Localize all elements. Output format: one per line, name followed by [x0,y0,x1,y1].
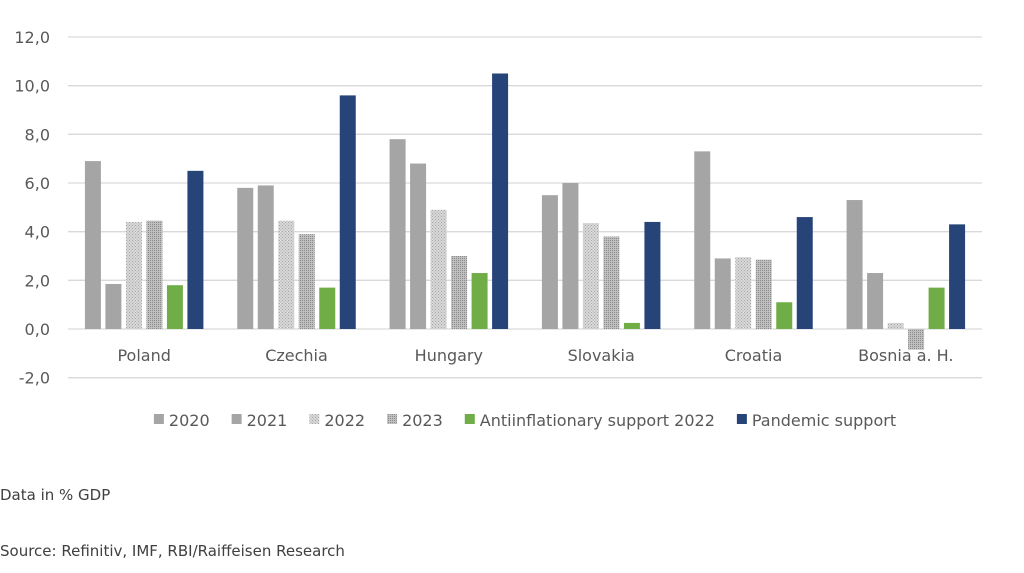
legend-label: 2022 [324,411,365,430]
x-tick-label: Croatia [725,346,783,365]
bar-poland-2023 [146,220,163,329]
bar-czechia-2022 [278,220,295,329]
bar-hungary-2022 [430,209,447,329]
bar-bosnia-a-h-pandemic-support [949,224,966,329]
bar-czechia-pandemic-support [339,95,356,330]
bar-bosnia-a-h-2021 [867,273,884,329]
bar-hungary-2021 [410,163,427,329]
bar-croatia-2021 [714,258,731,329]
bar-croatia-2022 [735,257,752,329]
bar-poland-2020 [84,161,101,329]
legend: 2020 2021 2022 2023 Antiinflationary support… [153,411,896,430]
bars [84,73,966,350]
legend-item-2022: 2022 [309,411,365,430]
bar-slovakia-antiinflationary-support-2022 [623,322,640,329]
y-tick-label: 0,0 [25,320,50,339]
x-tick-label: Hungary [415,346,483,365]
bar-hungary-antiinflationary-support-2022 [471,273,488,329]
bar-czechia-antiinflationary-support-2022 [319,287,336,329]
legend-label: 2023 [402,411,443,430]
bar-croatia-antiinflationary-support-2022 [776,302,793,329]
x-tick-label: Czechia [265,346,328,365]
bar-slovakia-2021 [562,183,579,329]
x-tick-label: Poland [117,346,170,365]
legend-item-antiinflationary-support-2022: Antiinflationary support 2022 [464,411,715,430]
y-tick-label: 2,0 [25,271,50,290]
bar-hungary-pandemic-support [492,73,509,329]
bar-croatia-2023 [755,259,772,329]
bar-bosnia-a-h-2023 [908,329,925,350]
gridlines [68,36,982,379]
legend-label: Pandemic support [752,411,896,430]
bar-hungary-2020 [389,139,406,329]
y-tick-label: 8,0 [25,125,50,144]
bar-croatia-pandemic-support [796,217,813,329]
bar-slovakia-2022 [582,223,599,329]
legend-swatch [736,414,747,424]
legend-swatch [464,414,475,424]
legend-item-pandemic-support: Pandemic support [736,411,896,430]
y-tick-label: 12,0 [14,28,50,47]
bar-czechia-2023 [298,234,315,329]
legend-label: 2021 [247,411,288,430]
bar-poland-pandemic-support [187,170,204,329]
x-tick-label: Slovakia [568,346,635,365]
bar-poland-2021 [105,283,122,329]
bar-bosnia-a-h-2022 [887,322,904,329]
legend-swatch [231,414,242,424]
bar-czechia-2021 [257,185,274,329]
legend-label: Antiinflationary support 2022 [480,411,715,430]
y-axis: -2,0 0,0 2,0 4,0 6,0 8,0 10,0 12,0 [14,28,50,388]
bar-poland-antiinflationary-support-2022 [166,285,183,329]
y-tick-label: -2,0 [19,369,50,388]
legend-item-2020: 2020 [153,411,210,430]
bar-slovakia-2023 [603,236,620,329]
bar-bosnia-a-h-2020 [846,200,863,329]
legend-item-2023: 2023 [387,411,443,430]
x-tick-label: Bosnia a. H. [858,346,953,365]
bar-czechia-2020 [237,187,254,329]
y-tick-label: 4,0 [25,223,50,242]
units-note: Data in % GDP [0,486,111,504]
y-tick-label: 10,0 [14,77,50,96]
bar-slovakia-pandemic-support [644,221,661,329]
legend-swatch [309,414,320,424]
bar-croatia-2020 [694,151,711,329]
bar-poland-2022 [125,221,142,329]
legend-swatch [153,414,164,424]
source-note: Source: Refinitiv, IMF, RBI/Raiffeisen R… [0,542,345,560]
y-tick-label: 6,0 [25,174,50,193]
legend-swatch [387,414,398,424]
legend-label: 2020 [169,411,210,430]
bar-slovakia-2020 [541,195,558,329]
legend-item-2021: 2021 [231,411,288,430]
bar-hungary-2023 [451,256,468,329]
bar-bosnia-a-h-antiinflationary-support-2022 [928,287,945,329]
x-axis: Poland Czechia Hungary Slovakia Croatia Bosni… [117,346,953,365]
bar-chart: -2,0 0,0 2,0 4,0 6,0 8,0 10,0 12,0 Poland Czechi… [14,28,982,430]
